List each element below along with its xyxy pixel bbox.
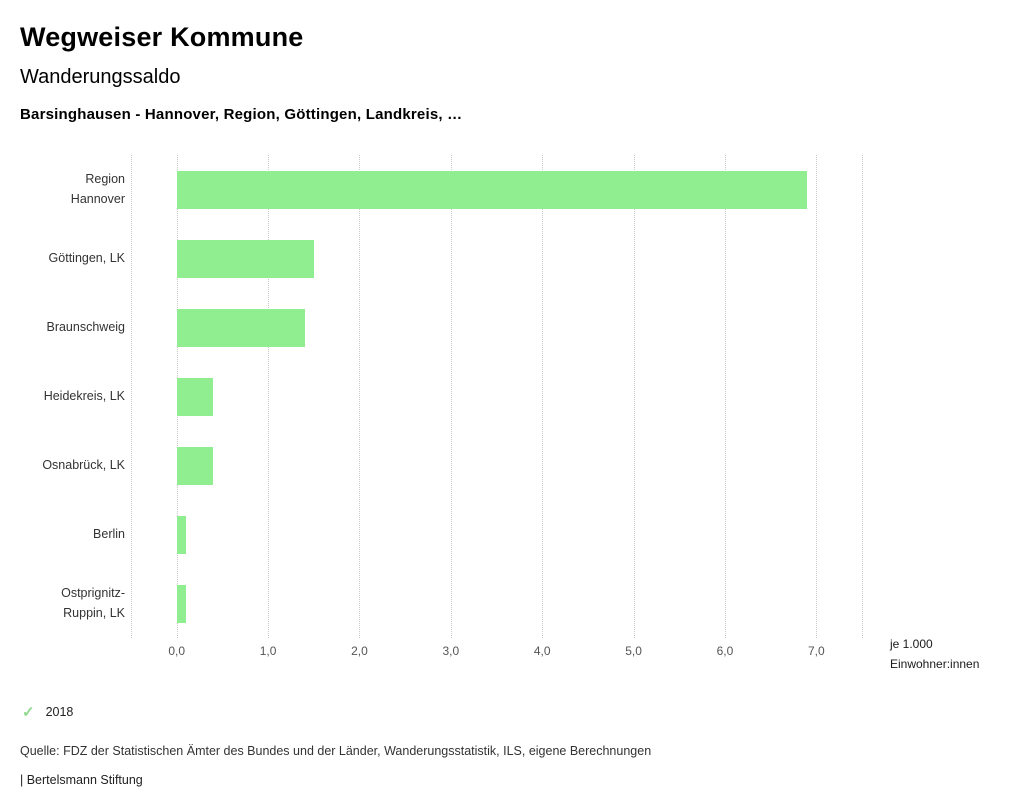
bar	[176, 170, 808, 209]
x-tick-label: 7,0	[807, 644, 825, 658]
category-label: Ostprignitz- Ruppin, LK	[61, 586, 125, 620]
bars	[131, 155, 862, 638]
category-label: Region Hannover	[70, 172, 125, 206]
source-note: Quelle: FDZ der Statistischen Ämter des …	[20, 743, 652, 758]
bar	[176, 446, 214, 485]
selection-subtitle: Barsinghausen - Hannover, Region, Göttin…	[20, 106, 463, 123]
bar	[176, 308, 305, 347]
bar-row	[131, 500, 862, 569]
gridline	[131, 155, 132, 638]
category-labels: Region Hannover Göttingen, LK Braunschweig…	[20, 155, 131, 638]
bar	[176, 584, 186, 623]
bar-row	[131, 224, 862, 293]
chart-title: Wanderungssaldo	[20, 66, 181, 88]
x-tick-labels: 0,0 1,0 2,0 3,0 4,0 5,0 6,0 7,0	[131, 642, 862, 662]
bar-row	[131, 293, 862, 362]
bar	[176, 239, 314, 278]
gridline	[724, 155, 726, 638]
bar-row	[131, 155, 862, 224]
x-tick-label: 4,0	[533, 644, 551, 658]
gridline	[816, 155, 818, 638]
legend[interactable]: ✓ 2018	[22, 705, 1024, 720]
x-tick-label: 5,0	[625, 644, 642, 658]
category-label: Heidekreis, LK	[43, 388, 125, 403]
category-label: Göttingen, LK	[48, 250, 125, 265]
bar-row	[131, 569, 862, 638]
gridline	[268, 155, 270, 638]
x-tick-label: 1,0	[259, 644, 277, 658]
check-icon[interactable]: ✓	[22, 703, 35, 721]
gridline	[542, 155, 544, 638]
bar	[176, 377, 214, 416]
app-title: Wegweiser Kommune	[20, 22, 304, 52]
bar	[176, 515, 186, 554]
x-axis-spacer	[20, 642, 131, 675]
axis-unit-label: je 1.000 Einwohner:innen	[890, 637, 980, 672]
gridline	[633, 155, 635, 638]
category-label: Berlin	[93, 526, 125, 541]
plot-area	[131, 155, 863, 638]
bar-row	[131, 362, 862, 431]
gridline	[862, 155, 863, 638]
branding: | Bertelsmann Stiftung	[20, 772, 143, 787]
bar-chart: Region Hannover Göttingen, LK Braunschweig…	[20, 155, 1024, 638]
x-axis: 0,0 1,0 2,0 3,0 4,0 5,0 6,0 7,0 je 1.000 Einwoh…	[20, 637, 1024, 675]
x-tick-label: 0,0	[168, 644, 186, 658]
x-tick-label: 6,0	[716, 644, 734, 658]
x-tick-label: 2,0	[351, 644, 368, 658]
x-tick-label: 3,0	[442, 644, 460, 658]
category-label: Osnabrück, LK	[42, 457, 125, 472]
gridline	[359, 155, 361, 638]
category-label: Braunschweig	[46, 319, 125, 334]
bar-row	[131, 431, 862, 500]
gridline	[450, 155, 452, 638]
legend-year: 2018	[45, 705, 74, 720]
